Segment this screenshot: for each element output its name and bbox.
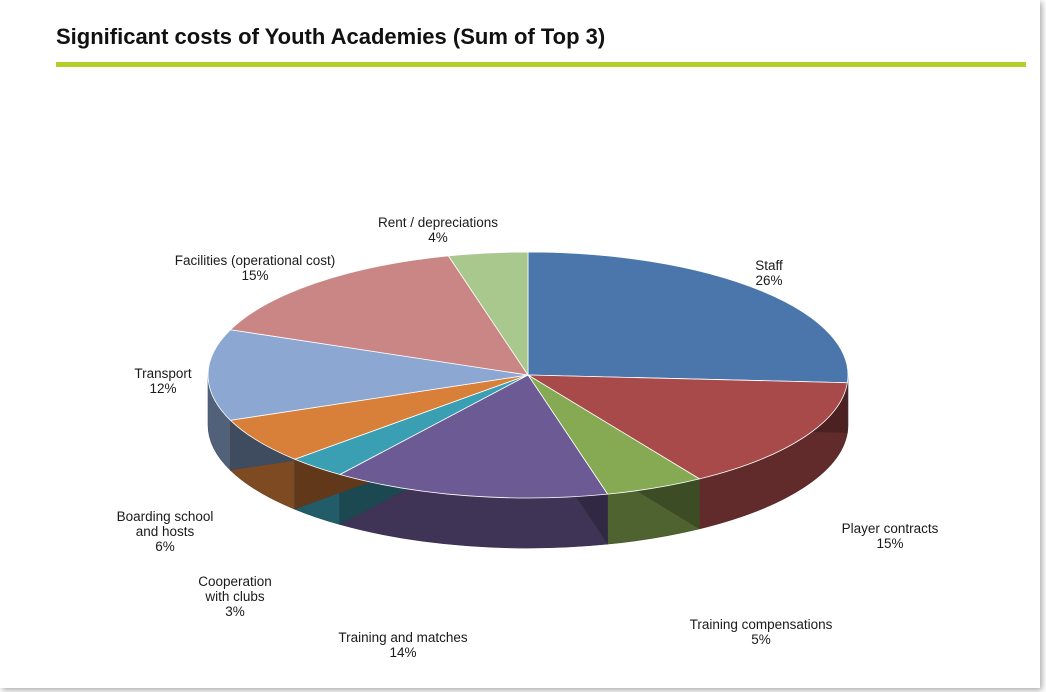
pie-slice-staff: [527, 251, 849, 384]
slice-label-percent: 5%: [751, 632, 771, 647]
slice-label-name: Training compensations: [689, 617, 833, 632]
slice-label-rent-depreciations: Rent / depreciations 4%: [378, 215, 498, 245]
slice-label-name: Facilities (operational cost): [174, 253, 336, 268]
slice-label-facilities-operational-cost: Facilities (operational cost) 15%: [175, 253, 336, 283]
slice-label-name: Transport: [134, 366, 192, 381]
slice-label-percent: 15%: [241, 268, 269, 283]
pie-slice-player-contracts: [527, 374, 848, 480]
slice-label-percent: 26%: [755, 273, 783, 288]
slice-label-staff: Staff 26%: [755, 258, 783, 288]
slice-label-percent: 3%: [225, 604, 245, 619]
slice-label-name: Training and matches: [338, 630, 468, 645]
slice-label-training-and-matches: Training and matches 14%: [338, 630, 467, 660]
pie-slice-facilities-operational-cost: [230, 255, 529, 376]
title-underline: [56, 62, 1026, 67]
slice-label-training-compensations: Training compensations 5%: [690, 617, 833, 647]
slice-label-name: Player contracts: [841, 521, 939, 536]
pie-slice-boarding-school-and-hosts: [230, 374, 529, 460]
slice-label-name: Staff: [755, 258, 783, 273]
slice-label-cooperation-with-clubs: Cooperation with clubs 3%: [198, 574, 272, 619]
slice-label-name: Cooperation with clubs: [198, 574, 272, 604]
slice-label-transport: Transport 12%: [134, 366, 191, 396]
slice-label-boarding-school-and-hosts: Boarding school and hosts 6%: [117, 509, 214, 554]
slice-label-percent: 4%: [428, 230, 448, 245]
slice-label-percent: 6%: [155, 539, 175, 554]
slice-label-name: Boarding school and hosts: [116, 509, 214, 539]
pie-slice-training-and-matches: [339, 374, 608, 499]
slice-label-percent: 12%: [149, 381, 177, 396]
slice-label-name: Rent / depreciations: [377, 215, 499, 230]
slice-label-percent: 14%: [389, 645, 417, 660]
slice-label-player-contracts: Player contracts 15%: [842, 521, 939, 551]
pie-slice-transport: [207, 329, 529, 421]
chart-title: Significant costs of Youth Academies (Su…: [56, 24, 606, 49]
slice-label-percent: 15%: [876, 536, 904, 551]
pie-slice-rent-depreciations: [448, 251, 529, 376]
